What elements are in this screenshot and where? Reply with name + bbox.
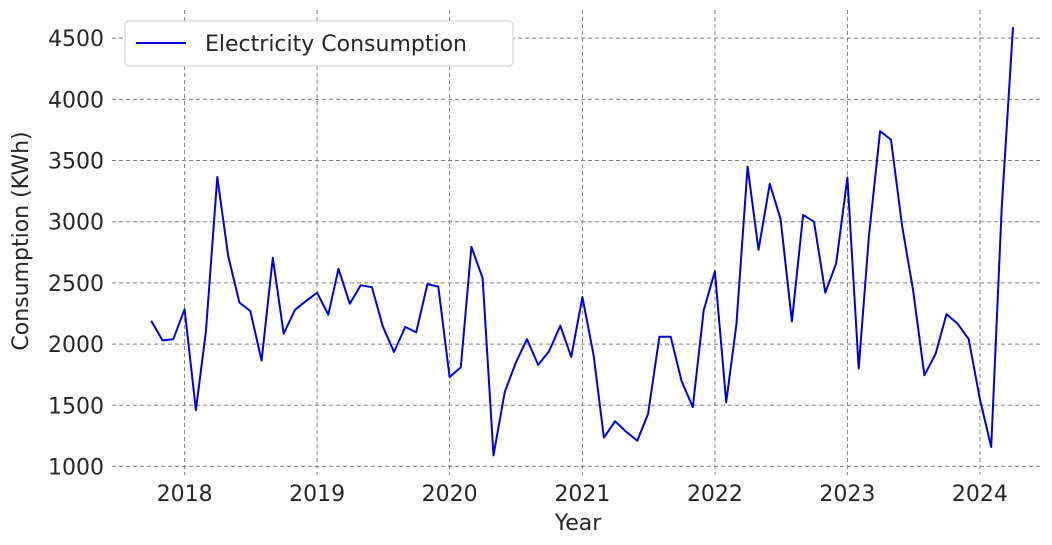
x-tick-label-2020: 2020 [422,482,478,507]
x-tick-label-2023: 2023 [819,482,875,507]
y-tick-label-3000: 3000 [48,211,104,236]
x-tick-label-2021: 2021 [554,482,610,507]
y-axis-title: Consumption (KWh) [9,131,34,350]
horizontal-gridlines [112,37,1042,467]
y-tick-label-1500: 1500 [48,394,104,419]
y-tick-label-3500: 3500 [48,150,104,175]
legend: Electricity Consumption [124,20,514,67]
y-tick-label-2500: 2500 [48,272,104,297]
x-tick-label-2019: 2019 [289,482,345,507]
y-tick-label-2000: 2000 [48,333,104,358]
series-line-0 [150,27,1014,457]
legend-box [124,20,514,67]
series-group [150,27,1014,457]
vertical-gridlines [184,10,981,475]
x-tick-labels: 2018 2019 2020 2021 2022 2023 2024 [157,482,1008,507]
y-tick-labels: 1000 1500 2000 2500 3000 3500 4000 4500 [48,27,104,480]
x-tick-label-2022: 2022 [687,482,743,507]
y-tick-label-4000: 4000 [48,88,104,113]
x-tick-label-2018: 2018 [157,482,213,507]
y-tick-label-1000: 1000 [48,455,104,480]
legend-label: Electricity Consumption [205,32,467,57]
x-tick-label-2024: 2024 [952,482,1008,507]
y-tick-label-4500: 4500 [48,27,104,52]
x-axis-title: Year [554,511,603,536]
